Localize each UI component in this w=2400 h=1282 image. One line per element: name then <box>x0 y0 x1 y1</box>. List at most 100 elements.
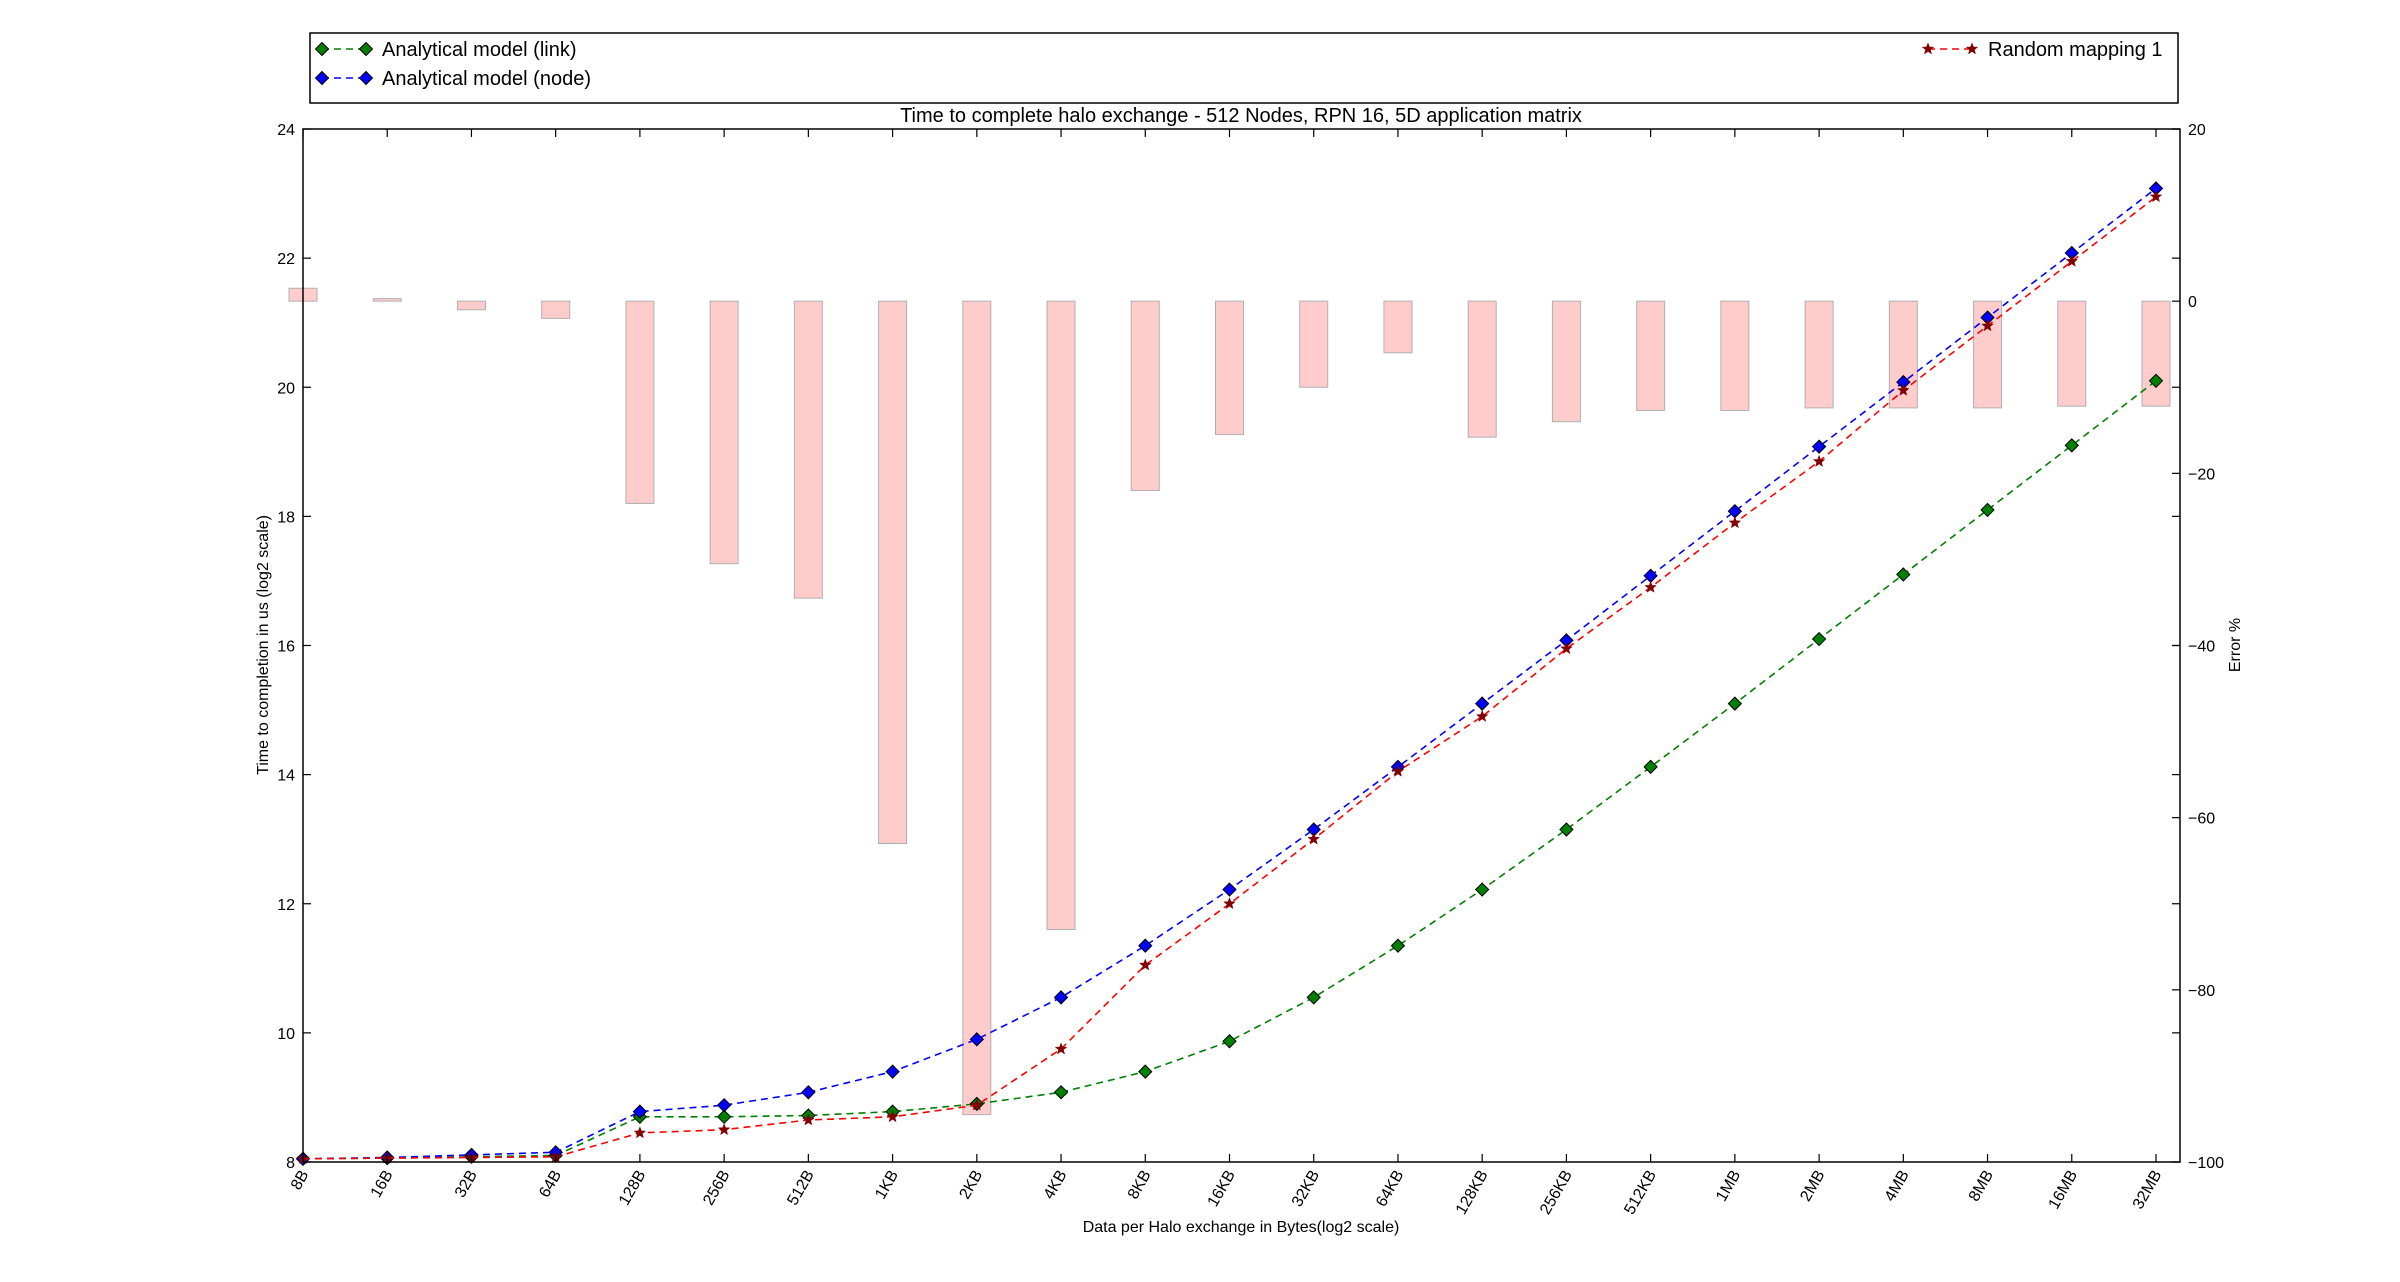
y-tick-label: 24 <box>277 122 295 139</box>
x-tick-label: 4MB <box>1882 1168 1913 1205</box>
x-tick-label: 8KB <box>1125 1168 1155 1203</box>
data-point <box>1138 1064 1153 1079</box>
x-tick-label: 512B <box>784 1168 817 1209</box>
error-bar <box>1130 300 1160 492</box>
chart-title: Time to complete halo exchange - 512 Nod… <box>900 105 1582 127</box>
data-point <box>1222 882 1237 897</box>
data-point <box>969 1032 985 1047</box>
legend-marker <box>358 70 374 86</box>
error-bar <box>709 300 739 565</box>
y2-tick-label: −80 <box>2188 983 2215 1000</box>
error-bar <box>456 300 486 311</box>
legend-entry: Random mapping 1 <box>1921 39 2163 61</box>
data-point <box>1560 641 1573 655</box>
data-point <box>885 1064 900 1079</box>
data-point <box>1307 832 1321 845</box>
x-tick-label: 8MB <box>1966 1168 1997 1205</box>
x-axis-label: Data per Halo exchange in Bytes(log2 sca… <box>1083 1219 1400 1236</box>
data-point <box>970 1098 984 1111</box>
error-bar <box>1383 300 1413 354</box>
data-point <box>1559 822 1574 837</box>
y-tick-label: 18 <box>277 509 295 526</box>
error-bar <box>1804 300 1834 409</box>
data-point <box>1896 567 1911 582</box>
legend-marker <box>1965 42 1979 55</box>
data-point <box>1811 631 1827 647</box>
error-bar <box>1215 300 1244 436</box>
legend: Analytical model (link) Analytical model … <box>309 32 2179 104</box>
data-point <box>717 1122 731 1136</box>
data-point <box>1390 938 1406 953</box>
legend-label: Random mapping 1 <box>1988 39 2163 61</box>
series-line <box>302 380 2157 1160</box>
error-bar <box>625 300 655 504</box>
data-point <box>1644 580 1657 593</box>
legend-label: Analytical model (node) <box>382 68 591 90</box>
data-point <box>886 1110 899 1123</box>
data-point <box>1138 938 1153 953</box>
x-tick-label: 16KB <box>1205 1168 1239 1210</box>
x-tick-label: 256B <box>700 1168 733 1209</box>
plot-frame <box>302 128 2181 1163</box>
data-point <box>1474 696 1490 711</box>
y-tick-label: 10 <box>277 1026 295 1043</box>
error-bar <box>1046 300 1076 931</box>
data-point <box>716 1097 732 1113</box>
data-point <box>1811 439 1827 454</box>
y2-tick-label: −100 <box>2188 1155 2224 1172</box>
legend-marker <box>314 70 330 86</box>
y2-tick-label: −40 <box>2188 639 2215 656</box>
data-point <box>1812 454 1826 467</box>
data-point <box>1728 516 1742 529</box>
y2-tick-label: −20 <box>2188 466 2215 483</box>
data-point <box>1053 990 1069 1005</box>
data-point <box>801 1085 816 1100</box>
data-point <box>1306 990 1321 1005</box>
data-point <box>2065 254 2079 267</box>
x-tick-label: 32B <box>452 1168 481 1201</box>
x-tick-label: 32KB <box>1289 1168 1323 1210</box>
data-point <box>1643 759 1658 775</box>
legend-marker <box>314 41 330 57</box>
error-bar <box>1551 300 1581 423</box>
data-point <box>1222 1034 1237 1049</box>
error-bar <box>1720 300 1750 411</box>
x-tick-label: 2MB <box>1797 1168 1828 1205</box>
error-bars-layer <box>288 287 2171 1116</box>
data-point <box>1391 764 1405 777</box>
error-bar <box>962 300 992 1116</box>
y-tick-label: 20 <box>277 380 295 397</box>
data-point <box>1138 958 1152 971</box>
data-point <box>632 1104 648 1119</box>
error-bar <box>372 298 402 302</box>
x-tick-label: 1MB <box>1713 1168 1744 1205</box>
x-tick-label: 16B <box>368 1168 397 1201</box>
x-tick-label: 1KB <box>872 1168 902 1203</box>
error-bar <box>1467 300 1497 438</box>
x-tick-label: 128KB <box>1453 1168 1492 1218</box>
data-point <box>1727 504 1743 519</box>
data-point <box>1475 709 1489 722</box>
y-tick-label: 22 <box>277 251 295 268</box>
legend-marker <box>1921 42 1935 55</box>
error-bar <box>2057 300 2087 407</box>
legend-label: Analytical model (link) <box>382 39 577 61</box>
legend-entry: Analytical model (link) <box>314 39 577 61</box>
y-tick-label: 8 <box>286 1155 295 1172</box>
error-bar <box>793 300 823 599</box>
x-tick-label: 128B <box>616 1168 649 1209</box>
error-bar <box>541 300 571 319</box>
y-tick-label: 12 <box>277 897 295 914</box>
legend-marker <box>358 41 374 57</box>
data-point <box>1053 1085 1069 1100</box>
x-tick-label: 64B <box>536 1168 565 1201</box>
error-bar <box>2141 300 2171 407</box>
data-point <box>1896 383 1910 396</box>
data-point <box>2064 438 2079 453</box>
legend-entry: Analytical model (node) <box>314 68 591 90</box>
x-tick-label: 4KB <box>1041 1168 1071 1203</box>
x-tick-label: 16MB <box>2046 1168 2082 1213</box>
data-point <box>1474 882 1490 897</box>
